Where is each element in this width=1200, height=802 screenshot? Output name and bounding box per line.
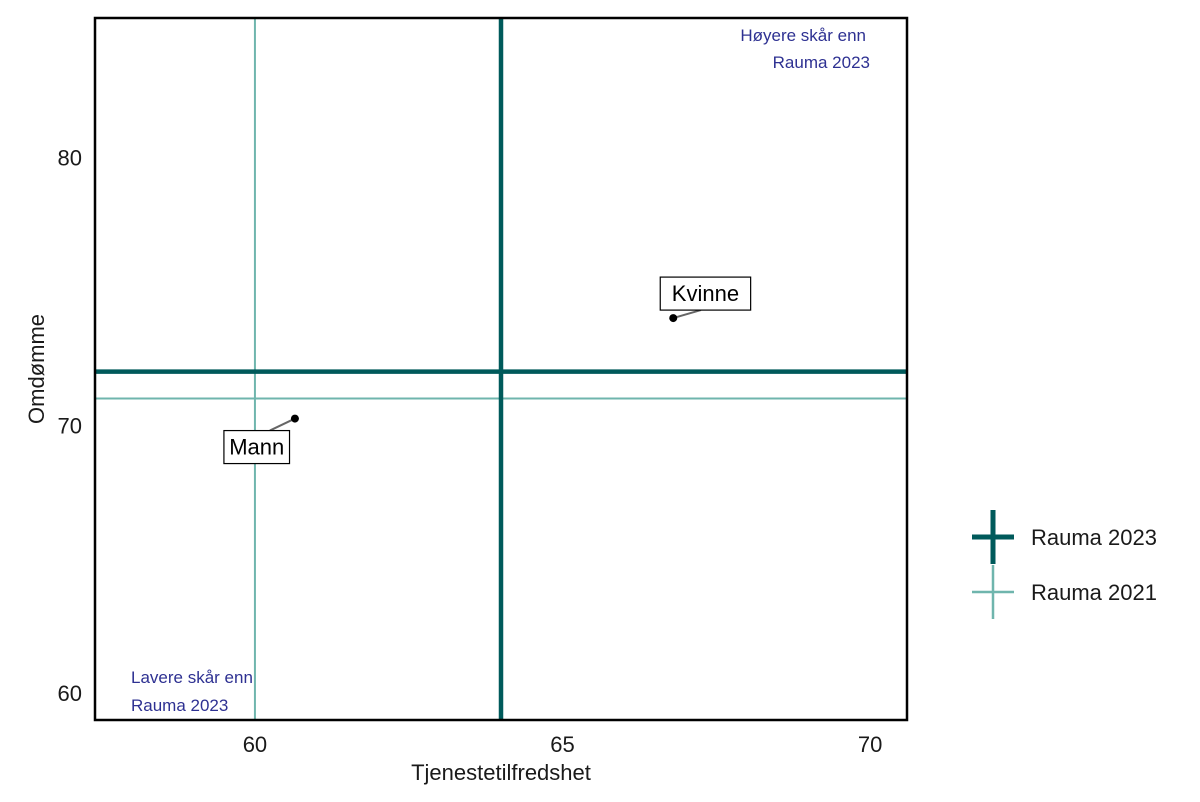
x-tick-label: 65 bbox=[550, 732, 574, 757]
y-tick-label: 60 bbox=[58, 681, 82, 706]
rauma-2023-legend-key bbox=[972, 510, 1014, 564]
kvinne-point bbox=[669, 314, 678, 323]
kvinne-label: Kvinne bbox=[672, 281, 739, 306]
reference-lines bbox=[95, 18, 907, 720]
plot-frame bbox=[93, 16, 909, 722]
corner-note-bottom-left-line2: Rauma 2023 bbox=[131, 696, 228, 715]
mann-label: Mann bbox=[229, 435, 284, 460]
y-axis-title: Omdømme bbox=[24, 314, 49, 424]
y-tick-label: 80 bbox=[58, 145, 82, 170]
rauma-2023-legend-label: Rauma 2023 bbox=[1031, 525, 1157, 550]
mann-point bbox=[290, 414, 299, 423]
corner-note-bottom-left-line1: Lavere skår enn bbox=[131, 668, 253, 687]
data-points: Kvinne Mann bbox=[223, 276, 752, 465]
corner-note-top-right-line1: Høyere skår enn bbox=[740, 26, 866, 45]
x-axis-ticks: 60 65 70 bbox=[243, 732, 883, 757]
kvinne-label-box bbox=[659, 276, 752, 311]
y-axis-ticks: 60 70 80 bbox=[58, 145, 82, 706]
legend: Rauma 2023 Rauma 2021 bbox=[972, 510, 1157, 619]
x-axis-title: Tjenestetilfredshet bbox=[411, 760, 591, 785]
x-tick-label: 60 bbox=[243, 732, 267, 757]
rauma-2021-legend-label: Rauma 2021 bbox=[1031, 580, 1157, 605]
rauma-2021-legend-key bbox=[972, 565, 1014, 619]
mann-label-box bbox=[223, 429, 291, 465]
mann-leader-line bbox=[269, 417, 296, 432]
y-tick-label: 70 bbox=[58, 413, 82, 438]
corner-note-top-right-line2: Rauma 2023 bbox=[773, 53, 870, 72]
kvinne-leader-line bbox=[672, 309, 702, 320]
x-tick-label: 70 bbox=[858, 732, 882, 757]
